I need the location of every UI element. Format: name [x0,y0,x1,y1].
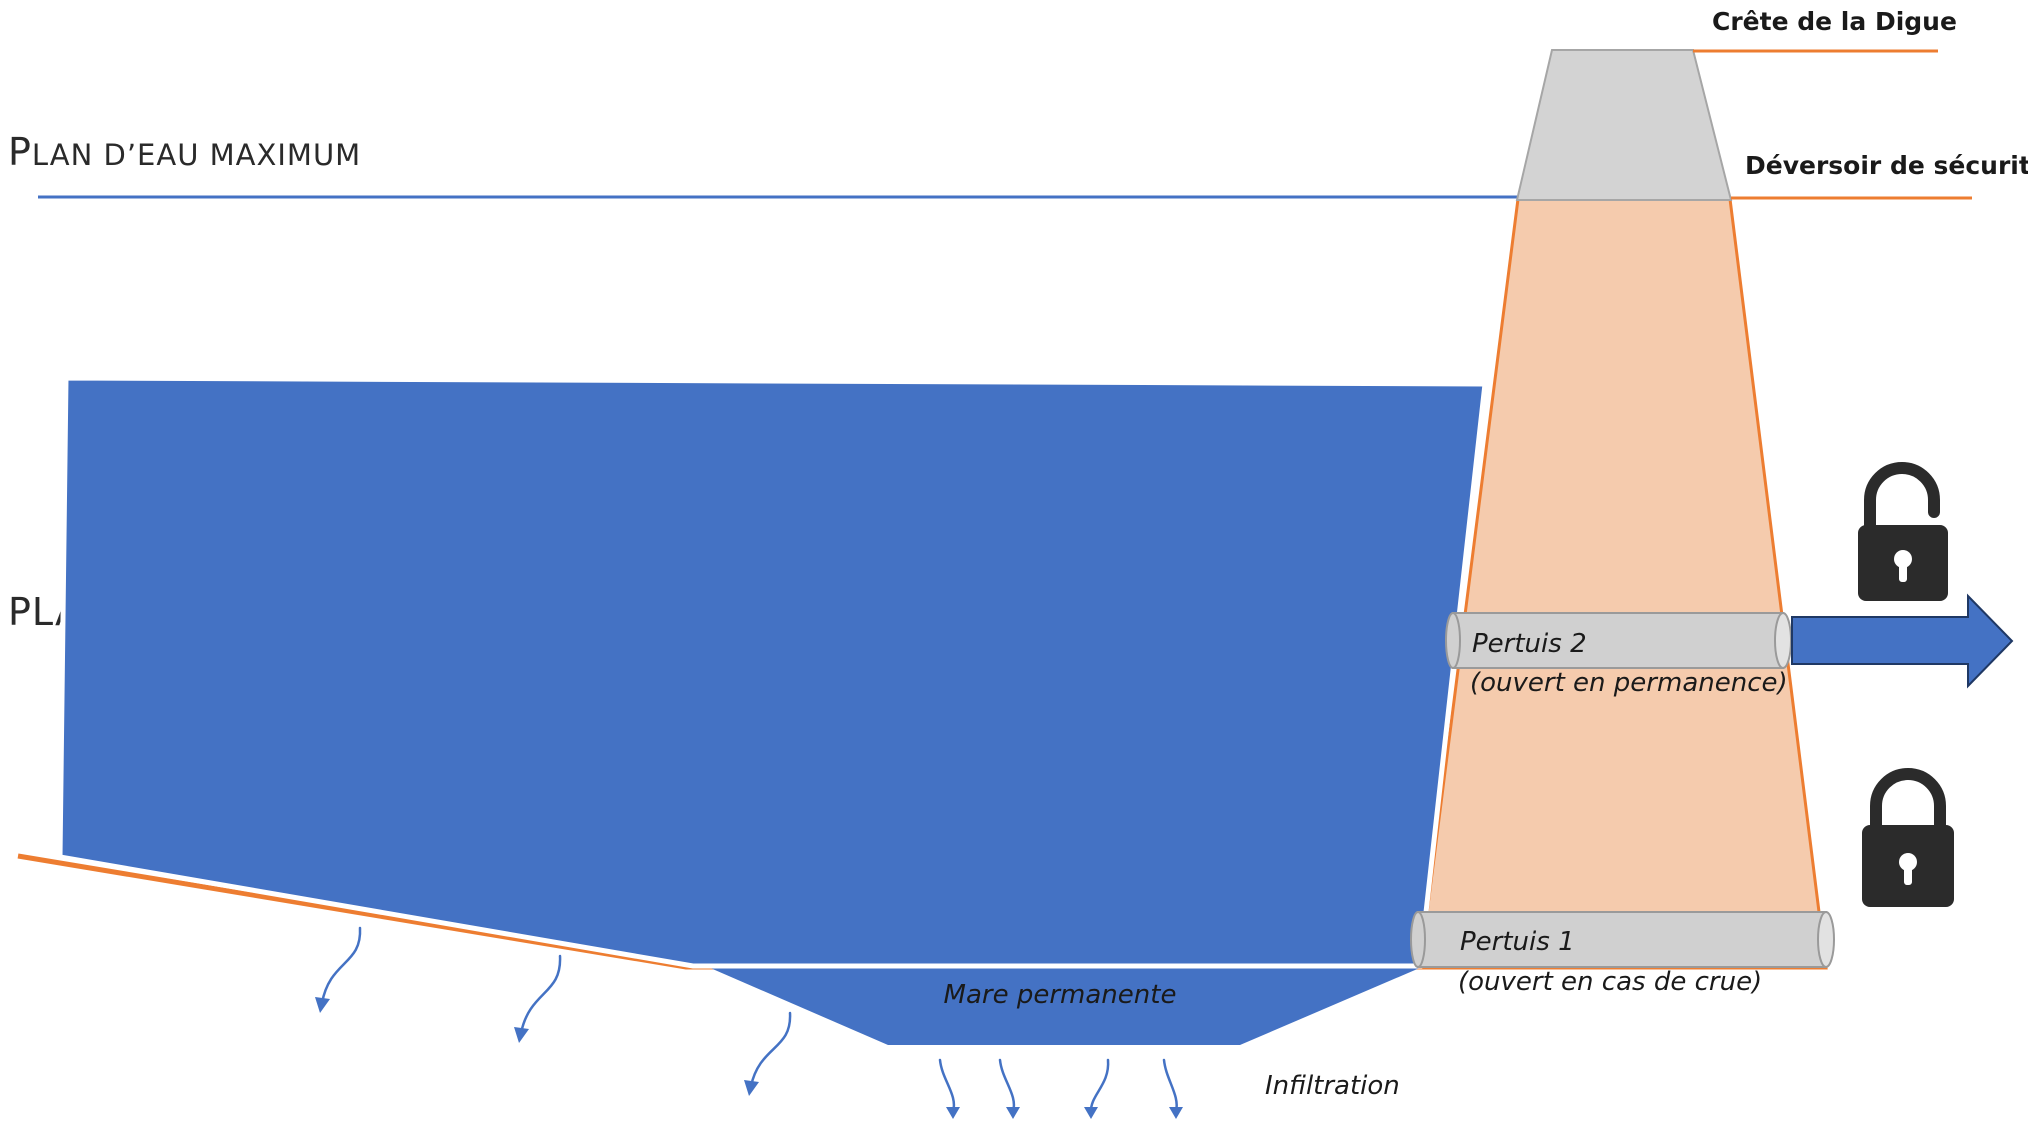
permanent-pond [708,967,1422,1045]
arrowhead [514,1027,529,1043]
pertuis-1-note: (ouvert en cas de crue) [1458,967,1762,997]
infiltration-arrow [938,1058,956,1114]
infiltration-arrow [320,926,362,1005]
pertuis-2-note: (ouvert en permanence) [1470,668,1788,698]
arrowhead [1084,1107,1098,1119]
infiltration-arrowheads [315,997,1183,1119]
crest-label: Crête de la Digue [1712,7,1957,36]
arrowhead [1169,1107,1183,1119]
arrowhead [744,1080,759,1096]
arrowhead [946,1107,960,1119]
max-water-level-label: PLAN D’EAU MAXIMUM [8,130,361,174]
infiltration-arrow [1089,1058,1110,1114]
spillway-label: Déversoir de sécurité [1745,151,2028,180]
pertuis-2-title: Pertuis 2 [1472,629,1587,659]
infiltration-label: Infiltration [1265,1071,1400,1101]
pertuis-1-title: Pertuis 1 [1460,927,1575,957]
outflow-arrow [1791,593,2014,689]
arrowhead [1006,1107,1020,1119]
infiltration-arrow [749,1011,792,1088]
arrowhead [315,997,330,1013]
unlocked-padlock-icon [1858,462,1948,601]
infiltration-arrow [1162,1058,1178,1114]
dam-embankment [1418,197,1828,970]
pertuis-1-pipe [1410,911,1835,968]
max-water-level-initial: P [8,130,32,174]
infiltration-arrow [998,1058,1016,1114]
max-water-level-rest: LAN D’EAU MAXIMUM [32,138,361,172]
pertuis-2-pipe [1445,612,1792,669]
reservoir-water [57,375,1488,969]
permanent-pond-label: Mare permanente [944,980,1177,1010]
infiltration-arrow [519,954,562,1035]
locked-padlock-icon [1862,768,1954,907]
dam-crest [1515,49,1733,201]
